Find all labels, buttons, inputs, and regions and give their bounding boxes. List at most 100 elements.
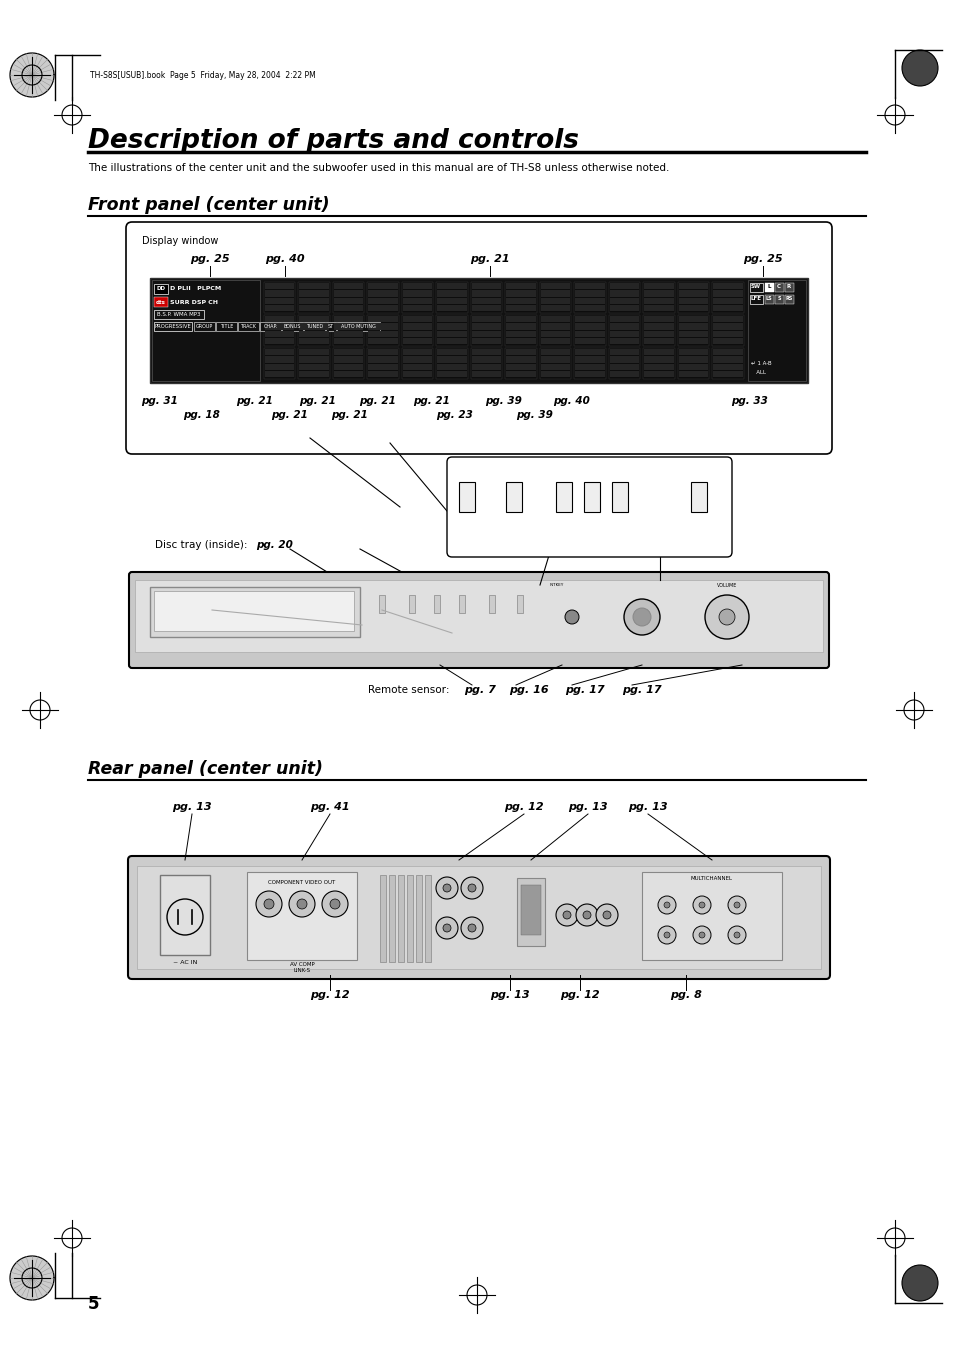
- Bar: [609, 357, 639, 362]
- Bar: [517, 878, 544, 946]
- Bar: [437, 363, 467, 370]
- Bar: [608, 282, 639, 313]
- Bar: [539, 315, 571, 346]
- Text: The illustrations of the center unit and the subwoofer used in this manual are o: The illustrations of the center unit and…: [88, 163, 669, 173]
- Bar: [644, 323, 673, 330]
- Bar: [505, 349, 537, 380]
- Bar: [540, 357, 570, 362]
- Bar: [334, 316, 363, 323]
- Bar: [609, 290, 639, 296]
- Bar: [644, 338, 673, 345]
- Text: pg. 12: pg. 12: [503, 802, 543, 812]
- Bar: [713, 305, 742, 311]
- Circle shape: [733, 902, 740, 908]
- Bar: [472, 363, 501, 370]
- Text: SW: SW: [750, 285, 760, 289]
- Text: MULTICHANNEL: MULTICHANNEL: [690, 875, 732, 881]
- Bar: [265, 297, 294, 304]
- Text: pg. 21: pg. 21: [236, 396, 274, 407]
- Circle shape: [582, 911, 590, 919]
- Bar: [644, 297, 673, 304]
- Bar: [334, 357, 363, 362]
- Text: pg. 20: pg. 20: [680, 519, 718, 530]
- Bar: [368, 363, 397, 370]
- Circle shape: [658, 896, 676, 915]
- Bar: [434, 594, 439, 613]
- Circle shape: [556, 904, 578, 925]
- Bar: [505, 482, 521, 512]
- Bar: [712, 282, 743, 313]
- Text: TUNED: TUNED: [306, 323, 323, 328]
- Bar: [678, 282, 709, 313]
- Text: pg. 7: pg. 7: [463, 685, 496, 694]
- Bar: [334, 363, 363, 370]
- Text: pg. 20: pg. 20: [607, 519, 644, 530]
- Bar: [472, 349, 501, 355]
- Bar: [368, 349, 397, 355]
- Bar: [679, 370, 708, 377]
- Bar: [437, 316, 467, 323]
- Bar: [299, 290, 329, 296]
- Bar: [153, 284, 168, 295]
- Circle shape: [436, 917, 457, 939]
- Bar: [506, 305, 536, 311]
- Bar: [367, 282, 398, 313]
- Bar: [506, 297, 536, 304]
- Bar: [713, 316, 742, 323]
- Text: ST: ST: [328, 323, 334, 328]
- Bar: [540, 290, 570, 296]
- Circle shape: [699, 932, 704, 938]
- Bar: [265, 370, 294, 377]
- Bar: [299, 316, 329, 323]
- Bar: [506, 370, 536, 377]
- Text: S: S: [777, 296, 780, 301]
- Circle shape: [623, 598, 659, 635]
- Bar: [713, 338, 742, 345]
- Bar: [506, 363, 536, 370]
- Bar: [472, 370, 501, 377]
- Bar: [326, 322, 335, 331]
- Bar: [713, 290, 742, 296]
- Bar: [712, 349, 743, 380]
- Text: Description of parts and controls: Description of parts and controls: [88, 128, 578, 154]
- Text: AUTO MUTING: AUTO MUTING: [341, 323, 375, 328]
- Bar: [784, 295, 793, 304]
- Circle shape: [596, 904, 618, 925]
- Bar: [540, 363, 570, 370]
- Bar: [472, 297, 501, 304]
- Bar: [575, 363, 604, 370]
- Bar: [506, 290, 536, 296]
- Bar: [437, 297, 467, 304]
- Bar: [368, 290, 397, 296]
- Bar: [679, 290, 708, 296]
- Bar: [471, 349, 502, 380]
- Bar: [437, 370, 467, 377]
- Bar: [333, 282, 364, 313]
- Bar: [436, 315, 468, 346]
- Bar: [679, 349, 708, 355]
- Text: pg. 20: pg. 20: [255, 540, 293, 550]
- Bar: [334, 370, 363, 377]
- Text: pg. 16: pg. 16: [509, 685, 548, 694]
- Bar: [644, 282, 673, 289]
- Bar: [299, 305, 329, 311]
- Text: TITLE: TITLE: [219, 323, 233, 328]
- Circle shape: [255, 892, 282, 917]
- Bar: [437, 349, 467, 355]
- Bar: [540, 297, 570, 304]
- Text: pg. 12: pg. 12: [310, 990, 350, 1000]
- Text: B.S.P. WMA MP3: B.S.P. WMA MP3: [157, 312, 200, 316]
- Bar: [334, 290, 363, 296]
- Bar: [609, 370, 639, 377]
- Bar: [679, 338, 708, 345]
- Bar: [299, 349, 329, 355]
- Text: pg. 41: pg. 41: [310, 802, 350, 812]
- Bar: [644, 305, 673, 311]
- Bar: [334, 349, 363, 355]
- Text: pg. 31: pg. 31: [141, 396, 178, 407]
- Bar: [135, 580, 822, 653]
- Bar: [265, 290, 294, 296]
- Bar: [643, 282, 675, 313]
- Bar: [378, 594, 385, 613]
- Circle shape: [322, 892, 348, 917]
